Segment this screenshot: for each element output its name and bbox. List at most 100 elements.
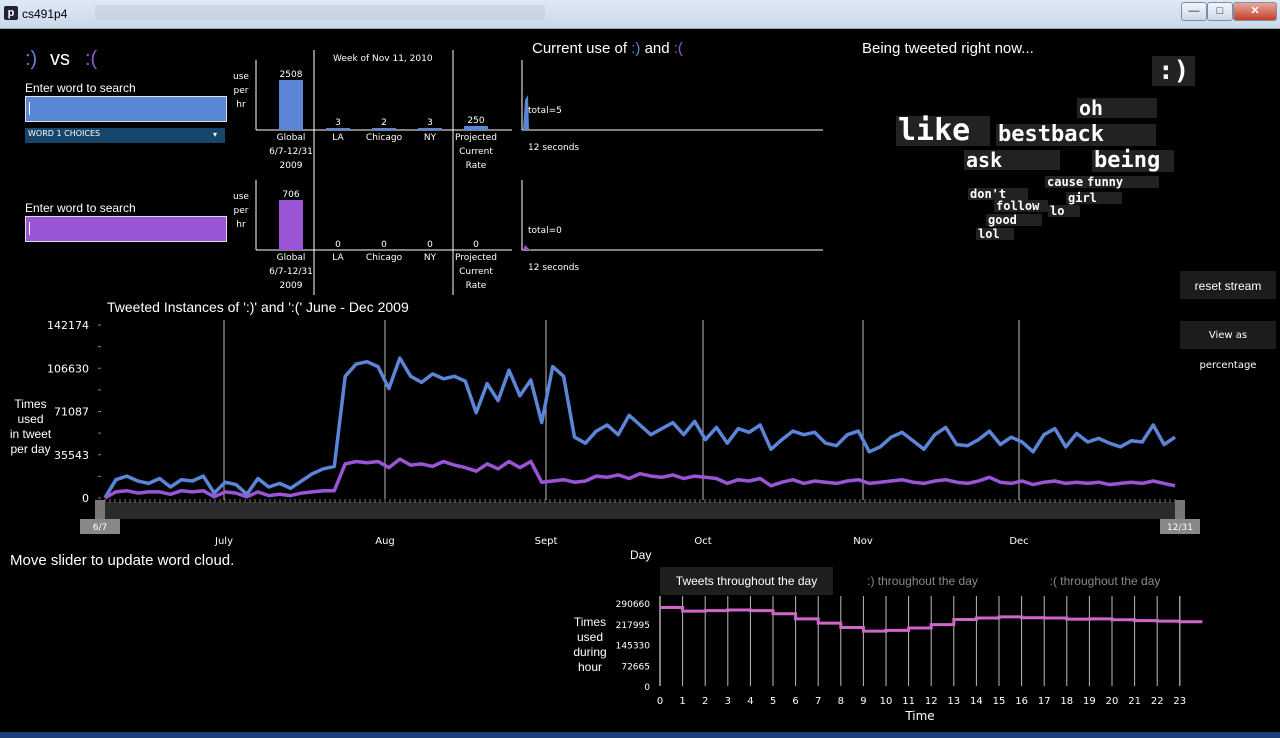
happy-projected-sub: Rate [466, 161, 487, 171]
view-as-percentage-button[interactable]: View as percentage [1180, 321, 1276, 371]
hour-tick: 0 [657, 696, 663, 707]
sad-global-sub: 2009 [280, 281, 303, 291]
hourly-ytick: 217995 [616, 621, 650, 631]
happy-category-2: Chicago [366, 133, 403, 143]
chevron-down-icon: ▾ [213, 130, 218, 139]
happy-bar-0 [279, 80, 303, 130]
tab-happy-throughout-day[interactable]: :) throughout the day [867, 574, 978, 588]
cloud-word: don't [968, 188, 1028, 200]
hour-tick: 13 [947, 696, 960, 707]
happy-projected-sub: Current [459, 147, 493, 157]
seconds-label-2: 12 seconds [528, 263, 579, 273]
vs-label: vs [50, 48, 70, 70]
cloud-word: being [1092, 150, 1174, 172]
use-per-hr-label: hr [236, 220, 246, 230]
happy-total: total=5 [528, 106, 562, 116]
hourly-tweets-line [660, 605, 1203, 633]
happy-bar-1 [326, 128, 350, 130]
cloud-face: :) [1152, 56, 1196, 86]
hour-tick: 20 [1106, 696, 1119, 707]
main-ytick: 35543 [54, 449, 89, 462]
main-ytick: 0 [82, 492, 89, 505]
hour-tick: 12 [925, 696, 938, 707]
hour-tick: 9 [860, 696, 866, 707]
hour-tick: 16 [1015, 696, 1028, 707]
happy-category-4: Projected [455, 133, 497, 143]
search2-label: Enter word to search [25, 201, 136, 215]
hour-tick: 19 [1083, 696, 1096, 707]
hour-tick: 21 [1128, 696, 1141, 707]
tab-sad-throughout-day[interactable]: :( throughout the day [1049, 574, 1161, 588]
current-happy-spike [523, 95, 529, 130]
month-label: Aug [375, 536, 395, 547]
hour-tick: 15 [993, 696, 1006, 707]
main-chart-xlabel: Day [630, 548, 652, 562]
maximize-button[interactable]: □ [1207, 2, 1233, 21]
tab-tweets-throughout-day[interactable]: Tweets throughout the day [660, 567, 833, 595]
happy-value-3: 3 [427, 118, 433, 128]
happy-series-line [103, 356, 1176, 499]
sad-projected-sub: Rate [466, 281, 487, 291]
date-slider-track [95, 502, 1185, 519]
seconds-label-1: 12 seconds [528, 143, 579, 153]
sad-category-0: Global [277, 253, 306, 263]
month-label: Oct [694, 536, 711, 547]
cloud-word: bestback [996, 124, 1156, 146]
sad-value-4: 0 [473, 240, 479, 250]
cloud-word: follow [994, 200, 1048, 212]
week-label: Week of Nov 11, 2010 [333, 54, 433, 64]
happy-category-3: NY [424, 133, 437, 143]
hourly-xlabel: Time [904, 709, 934, 723]
hour-tick: 7 [815, 696, 821, 707]
cloud-word: ask [964, 150, 1060, 170]
hourly-ylabel: Times used during hour [573, 615, 607, 674]
sad-face-label: :( [85, 48, 98, 70]
month-label: Nov [853, 536, 873, 547]
main-time-chart: 142174 106630 71087 35543 0 July Aug Sept Oct Nov… [47, 319, 1200, 547]
sad-category-3: NY [424, 253, 437, 263]
hour-tick: 4 [747, 696, 753, 707]
taskbar-strip [0, 732, 1280, 738]
hour-tick: 14 [970, 696, 983, 707]
sad-global-sub: 6/7-12/31 [269, 267, 313, 277]
sad-value-1: 0 [335, 240, 341, 250]
happy-global-sub: 2009 [280, 161, 303, 171]
month-label: July [214, 536, 233, 547]
happy-category-0: Global [277, 133, 306, 143]
happy-bar-2 [372, 128, 396, 130]
cloud-word: oh [1077, 98, 1157, 118]
dropdown-label: WORD 1 CHOICES [28, 129, 101, 138]
sad-value-0: 706 [282, 190, 299, 200]
use-per-hr-label: use [233, 192, 249, 202]
happy-bar-3 [418, 128, 442, 130]
hour-tick: 17 [1038, 696, 1051, 707]
happy-category-1: LA [332, 133, 344, 143]
cloud-word: cause [1045, 176, 1094, 188]
cloud-word: funny [1085, 176, 1159, 188]
hour-tick: 3 [725, 696, 731, 707]
search2-input[interactable] [25, 216, 227, 242]
happy-value-1: 3 [335, 118, 341, 128]
hour-tick: 8 [838, 696, 844, 707]
hourly-ytick: 72665 [621, 662, 650, 672]
main-ytick: 71087 [54, 406, 89, 419]
sad-category-2: Chicago [366, 253, 403, 263]
minimize-button[interactable]: — [1181, 2, 1207, 21]
cloud-word: good [986, 214, 1042, 226]
happy-bar-4 [464, 126, 488, 130]
sad-projected-sub: Current [459, 267, 493, 277]
cloud-word: lol [976, 228, 1014, 240]
close-button[interactable]: ✕ [1233, 2, 1277, 21]
slider-end-badge [1160, 519, 1200, 534]
slider-hint: Move slider to update word cloud. [10, 552, 235, 569]
hour-tick: 10 [880, 696, 893, 707]
search1-input[interactable] [25, 96, 227, 122]
address-bar [95, 5, 545, 20]
word1-choices-dropdown[interactable]: WORD 1 CHOICES ▾ [25, 128, 225, 143]
reset-stream-button[interactable]: reset stream [1180, 271, 1276, 299]
main-chart-title: Tweeted Instances of ':)' and ':(' June … [107, 299, 409, 315]
hour-tick: 6 [792, 696, 798, 707]
sad-category-1: LA [332, 253, 344, 263]
hourly-ytick: 145330 [616, 642, 651, 652]
